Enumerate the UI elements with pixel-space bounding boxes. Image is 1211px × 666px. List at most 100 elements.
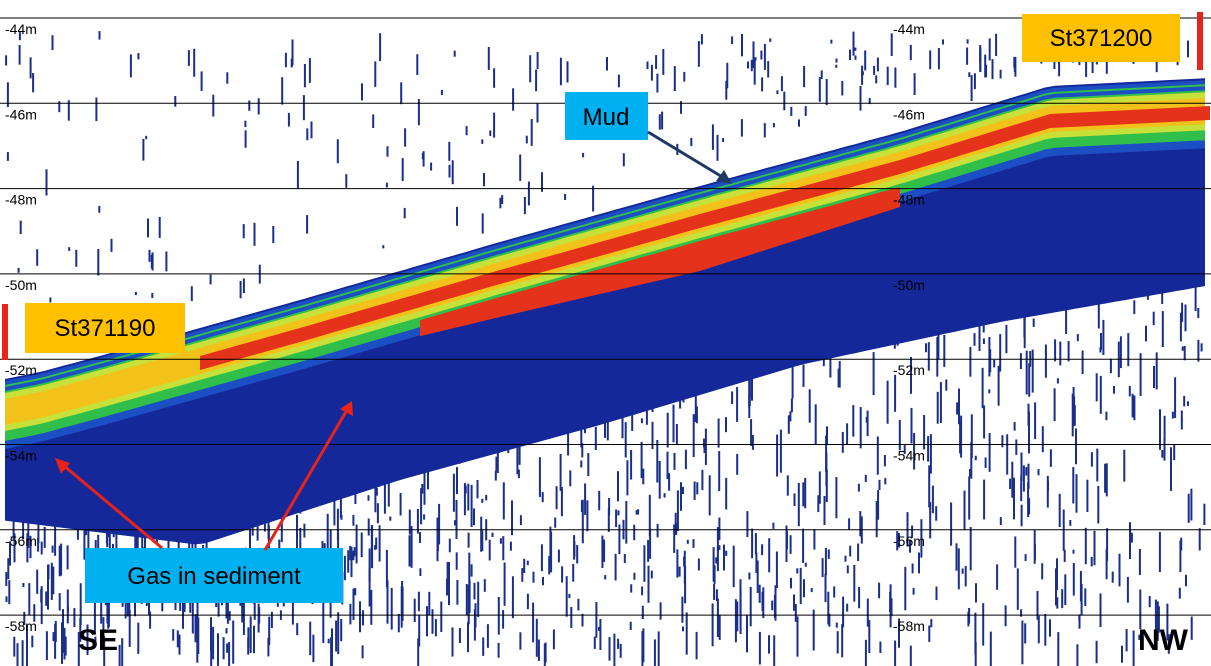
arrow: [647, 130, 725, 180]
noise-streak: [239, 280, 242, 299]
noise-streak: [1079, 571, 1082, 602]
noise-streak: [716, 547, 719, 572]
noise-streak: [413, 598, 416, 623]
noise-streak: [1179, 540, 1182, 573]
noise-streak: [796, 616, 799, 657]
noise-streak: [291, 587, 294, 625]
noise-streak: [780, 76, 783, 92]
noise-streak: [927, 342, 930, 371]
noise-streak: [653, 639, 656, 666]
noise-streak: [253, 222, 256, 246]
noise-streak: [1161, 450, 1164, 458]
noise-streak: [193, 48, 196, 77]
noise-streak: [1015, 439, 1018, 455]
noise-streak: [791, 356, 794, 399]
noise-streak: [963, 490, 966, 531]
noise-streak: [736, 387, 739, 422]
noise-streak: [825, 435, 828, 472]
noise-streak: [920, 519, 923, 558]
noise-streak: [327, 638, 330, 644]
noise-streak: [1044, 344, 1047, 378]
noise-streak: [939, 382, 942, 423]
noise-streak: [242, 224, 245, 239]
noise-streak: [641, 586, 644, 596]
noise-streak: [713, 565, 716, 584]
noise-streak: [541, 492, 544, 503]
noise-streak: [1075, 428, 1077, 465]
noise-streak: [573, 541, 576, 557]
noise-streak: [894, 67, 897, 88]
noise-streak: [187, 50, 190, 66]
noise-streak: [846, 423, 849, 445]
noise-streak: [1044, 614, 1047, 646]
noise-streak: [577, 598, 580, 611]
noise-streak: [526, 593, 529, 610]
noise-streak: [866, 410, 869, 437]
noise-streak: [968, 476, 971, 520]
noise-streak: [134, 291, 137, 296]
noise-streak: [1099, 593, 1102, 627]
noise-streak: [617, 471, 619, 502]
noise-streak: [1129, 522, 1131, 559]
noise-streak: [703, 438, 705, 448]
noise-streak: [1185, 574, 1187, 587]
noise-streak: [603, 539, 606, 562]
noise-streak: [339, 481, 342, 518]
noise-streak: [857, 543, 860, 561]
noise-streak: [804, 106, 807, 116]
noise-streak: [1091, 52, 1094, 73]
noise-streak: [746, 511, 749, 537]
noise-streak: [1197, 339, 1200, 362]
noise-streak: [661, 111, 664, 130]
noise-streak: [763, 123, 766, 138]
noise-streak: [930, 619, 933, 628]
noise-streak: [448, 164, 451, 178]
noise-streak: [467, 483, 470, 511]
noise-streak: [456, 206, 458, 226]
noise-streak: [463, 482, 466, 516]
noise-streak: [761, 77, 764, 92]
noise-streak: [890, 33, 893, 56]
noise-streak: [16, 643, 19, 666]
noise-streak: [404, 128, 407, 147]
station-label: St371190: [55, 315, 156, 342]
noise-streak: [655, 55, 658, 69]
noise-streak: [482, 637, 485, 656]
noise-streak: [467, 585, 470, 625]
noise-streak: [63, 627, 66, 660]
noise-streak: [858, 587, 861, 609]
noise-streak: [446, 579, 448, 596]
noise-streak: [488, 539, 491, 561]
noise-streak: [928, 465, 931, 508]
noise-streak: [802, 364, 805, 387]
noise-streak: [378, 525, 381, 562]
noise-streak: [565, 576, 568, 617]
noise-streak: [468, 552, 471, 588]
noise-streak: [453, 50, 456, 57]
noise-streak: [496, 449, 499, 473]
noise-streak: [700, 34, 703, 45]
noise-streak: [481, 213, 484, 234]
noise-streak: [1020, 475, 1023, 502]
noise-streak: [456, 467, 458, 495]
station-box: [1022, 14, 1180, 62]
noise-streak: [368, 567, 371, 607]
noise-streak: [491, 532, 494, 537]
noise-streak: [878, 582, 881, 599]
noise-streak: [1041, 563, 1044, 580]
noise-streak: [988, 38, 991, 61]
noise-streak: [927, 436, 930, 462]
noise-streak: [656, 73, 659, 93]
noise-streak: [716, 598, 719, 638]
noise-streak: [648, 494, 651, 537]
noise-streak: [1145, 325, 1147, 342]
noise-streak: [630, 584, 633, 593]
noise-streak: [974, 612, 977, 655]
noise-streak: [385, 549, 388, 588]
noise-streak: [1119, 336, 1122, 369]
noise-streak: [29, 57, 32, 79]
noise-streak: [249, 616, 252, 653]
noise-streak: [511, 576, 514, 619]
noise-streak: [581, 613, 584, 627]
